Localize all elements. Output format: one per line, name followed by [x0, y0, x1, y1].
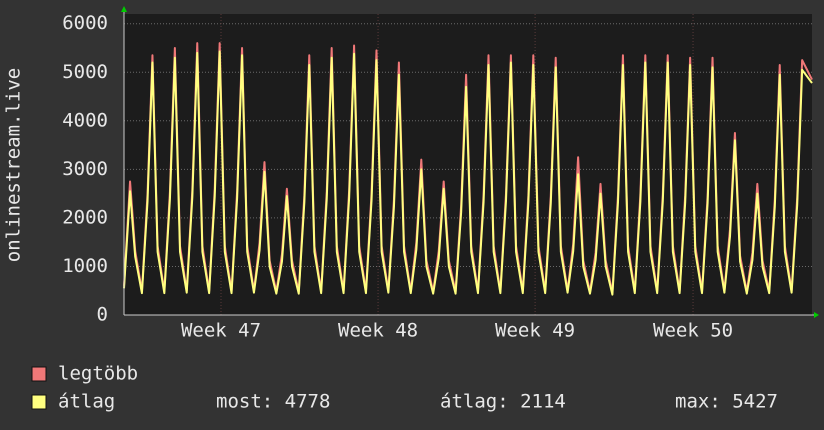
legend-label: átlag — [58, 391, 115, 413]
stat: most: 4778 — [216, 391, 330, 413]
x-tick-label: Week 49 — [495, 320, 575, 342]
x-arrow — [814, 312, 819, 318]
y-tick-label: 6000 — [62, 12, 108, 34]
y-tick-label: 2000 — [62, 206, 108, 228]
stat: átlag: 2114 — [440, 391, 566, 413]
legend-swatch — [31, 394, 47, 410]
stat: max: 5427 — [675, 391, 778, 413]
x-tick-label: Week 48 — [338, 320, 418, 342]
y-tick-label: 1000 — [62, 255, 108, 277]
x-tick-label: Week 50 — [653, 320, 733, 342]
y-tick-label: 5000 — [62, 61, 108, 83]
series-line — [123, 50, 813, 296]
y-axis-label: onlinestream.live — [3, 68, 25, 262]
x-tick-label: Week 47 — [181, 320, 261, 342]
y-tick-label: 3000 — [62, 158, 108, 180]
y-arrow — [121, 6, 127, 12]
y-tick-label: 0 — [97, 304, 108, 326]
y-tick-label: 4000 — [62, 109, 108, 131]
legend-swatch — [31, 366, 47, 382]
legend-label: legtöbb — [58, 363, 138, 385]
